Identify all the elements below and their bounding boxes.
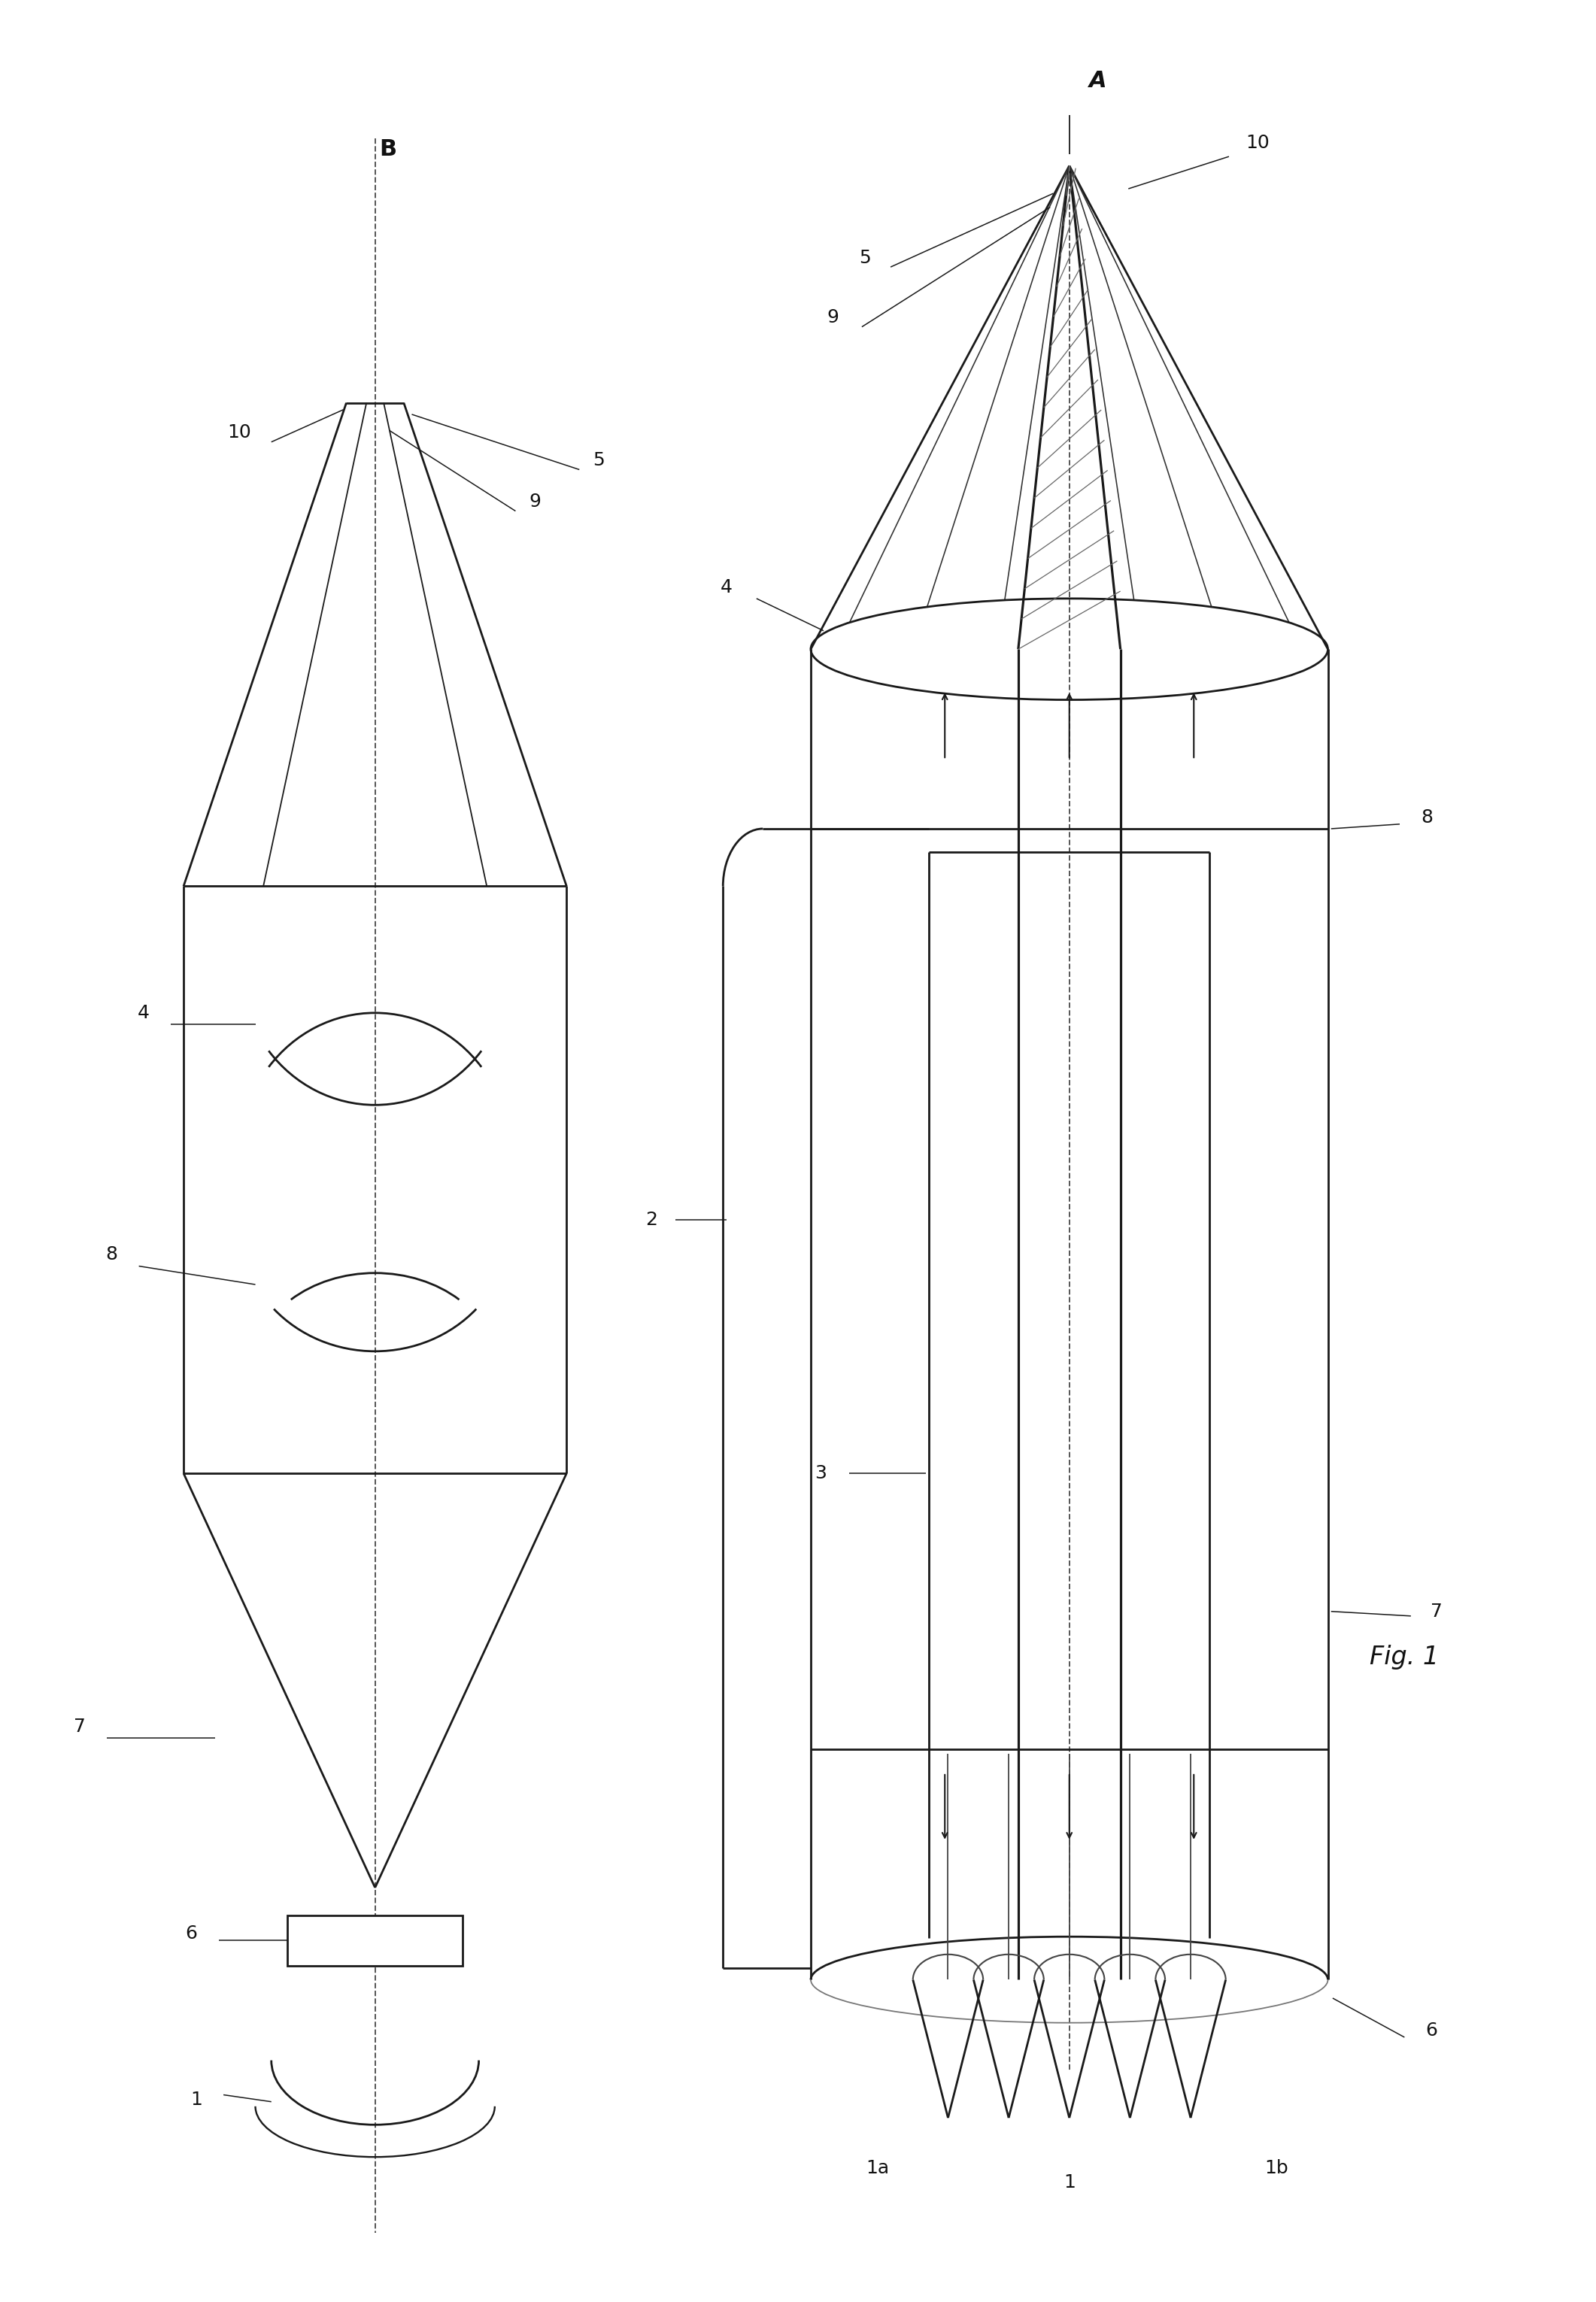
Text: B: B (380, 138, 396, 161)
Text: Fig. 1: Fig. 1 (1369, 1646, 1440, 1669)
Text: 10: 10 (228, 424, 251, 442)
Text: 1: 1 (1063, 2173, 1076, 2192)
Text: 8: 8 (1420, 808, 1433, 826)
Text: A: A (1088, 69, 1108, 92)
Text: 4: 4 (137, 1004, 150, 1022)
Text: 7: 7 (73, 1717, 86, 1736)
Text: 2: 2 (645, 1211, 658, 1229)
Text: 6: 6 (1425, 2021, 1438, 2040)
Text: 8: 8 (105, 1245, 118, 1264)
Text: 4: 4 (720, 578, 733, 596)
Text: 1b: 1b (1266, 2159, 1288, 2178)
Text: 1a: 1a (867, 2159, 889, 2178)
Text: 9: 9 (827, 308, 839, 327)
Text: 10: 10 (1246, 134, 1269, 152)
Text: 1: 1 (190, 2090, 203, 2109)
Text: 5: 5 (592, 451, 605, 470)
Text: 3: 3 (814, 1464, 827, 1482)
Text: 7: 7 (1430, 1602, 1443, 1621)
Text: 6: 6 (185, 1924, 198, 1943)
Bar (287, 1915, 463, 1966)
Text: 5: 5 (859, 249, 871, 267)
Text: 9: 9 (528, 493, 541, 511)
